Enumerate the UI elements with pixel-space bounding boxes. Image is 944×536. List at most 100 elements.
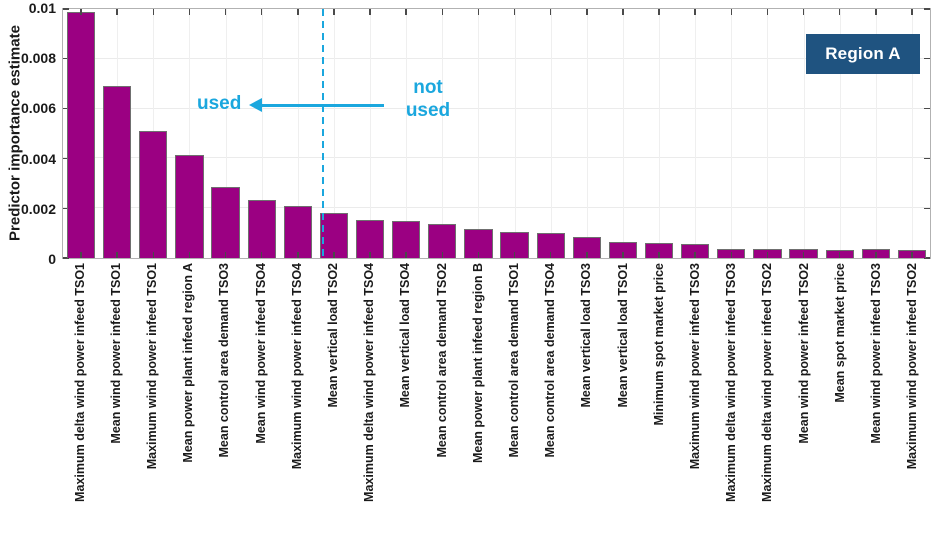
x-tick-label: Mean vertical load TSO4 — [398, 263, 413, 408]
axis-tick — [63, 157, 69, 160]
gridline-vertical — [659, 9, 661, 258]
gridline-vertical — [731, 9, 733, 258]
x-label-cell: Mean control area demand TSO4 — [533, 263, 569, 535]
x-axis-labels: Maximum delta wind power infeed TSO1 Mean… — [62, 263, 931, 535]
y-tick-label: 0.01 — [28, 0, 56, 16]
axis-tick — [80, 9, 82, 15]
axis-tick — [838, 9, 841, 15]
bar — [572, 236, 601, 258]
gridline-vertical — [406, 9, 408, 258]
axis-tick — [333, 252, 335, 258]
gridline-vertical — [586, 9, 588, 258]
x-label-cell: Maximum delta wind power infeed TSO4 — [352, 263, 388, 535]
x-label-cell: Mean wind power infeed TSO4 — [243, 263, 279, 535]
x-label-cell: Mean power plant infeed region B — [460, 263, 496, 535]
gridline-vertical — [442, 9, 444, 258]
x-tick-label: Maximum delta wind power infeed TSO3 — [724, 263, 739, 502]
x-tick-label: Mean wind power infeed TSO4 — [253, 263, 268, 444]
y-axis: 0 0.002 0.004 0.006 0.008 0.01 — [0, 0, 56, 267]
bar — [355, 220, 385, 258]
gridline-vertical — [767, 9, 769, 258]
bar-slot — [894, 9, 930, 258]
axis-tick — [924, 58, 930, 60]
gridline-vertical — [622, 9, 624, 258]
x-label-cell: Maximum wind power infeed TSO2 — [895, 263, 931, 535]
bar — [103, 86, 132, 258]
used-arrow-line — [261, 104, 384, 107]
x-tick-label: Mean wind power infeed TSO2 — [796, 263, 811, 444]
x-label-cell: Mean vertical load TSO2 — [315, 263, 351, 535]
axis-tick — [911, 252, 913, 258]
x-label-cell: Mean wind power infeed TSO2 — [786, 263, 822, 535]
x-tick-label: Mean control area demand TSO2 — [434, 263, 449, 458]
gridline-vertical — [875, 9, 877, 258]
x-tick-label: Mean power plant infeed region B — [470, 263, 485, 464]
x-tick-label: Mean vertical load TSO1 — [615, 263, 630, 408]
x-label-cell: Mean power plant infeed region A — [171, 263, 207, 535]
bar-slot — [460, 9, 496, 258]
axis-tick — [730, 9, 732, 15]
x-tick-label: Mean wind power infeed TSO3 — [869, 263, 884, 444]
x-tick-label: Maximum delta wind power infeed TSO2 — [760, 263, 775, 502]
axis-tick — [924, 157, 930, 160]
x-tick-label: Mean control area demand TSO3 — [217, 263, 232, 458]
x-tick-label: Maximum wind power infeed TSO1 — [145, 263, 159, 470]
x-tick-label: Mean power plant infeed region A — [181, 263, 196, 463]
x-tick-label: Maximum delta wind power infeed TSO1 — [72, 263, 87, 502]
bar — [175, 154, 204, 258]
y-tick-label: 0 — [48, 251, 56, 267]
axis-tick — [441, 9, 443, 15]
bar — [536, 232, 565, 258]
axis-tick — [116, 9, 118, 15]
gridline-vertical — [911, 9, 913, 258]
axis-tick — [405, 9, 407, 15]
x-label-cell: Mean control area demand TSO2 — [424, 263, 460, 535]
gridline-vertical — [333, 9, 335, 258]
x-label-cell: Mean control area demand TSO3 — [207, 263, 243, 535]
axis-tick — [297, 9, 299, 15]
x-label-cell: Maximum wind power infeed TSO3 — [677, 263, 713, 535]
axis-tick — [63, 257, 69, 259]
bar-slot — [388, 9, 424, 258]
bar-slot — [99, 9, 135, 258]
left-arrowhead-icon — [249, 98, 262, 112]
bar-slot — [677, 9, 713, 258]
gridline-horizontal — [63, 57, 930, 59]
bar — [681, 244, 710, 258]
bar — [66, 11, 96, 258]
x-label-cell: Maximum wind power infeed TSO4 — [279, 263, 315, 535]
gridline-vertical — [261, 9, 263, 258]
bar — [139, 131, 168, 258]
axis-tick — [405, 252, 407, 258]
axis-tick — [369, 252, 371, 258]
axis-tick — [224, 252, 227, 258]
axis-tick — [63, 58, 69, 60]
gridline-vertical — [478, 9, 480, 258]
axis-tick — [838, 252, 841, 258]
bar-slot — [786, 9, 822, 258]
bar-slot — [605, 9, 641, 258]
axis-tick — [513, 252, 516, 258]
axis-tick — [369, 9, 371, 15]
axis-tick — [924, 107, 930, 110]
x-tick-label: Mean wind power infeed TSO1 — [108, 263, 123, 444]
bar-slot — [858, 9, 894, 258]
used-label: used — [197, 93, 242, 114]
x-tick-label: Maximum delta wind power infeed TSO4 — [362, 263, 377, 502]
axis-tick — [260, 9, 263, 15]
x-label-cell: Mean vertical load TSO1 — [605, 263, 641, 535]
axis-tick — [766, 252, 769, 258]
bar — [319, 213, 349, 258]
axis-tick — [549, 9, 552, 15]
axis-tick — [658, 9, 660, 15]
gridline-vertical — [189, 9, 191, 258]
x-tick-label: Maximum wind power infeed TSO4 — [289, 263, 304, 470]
gridline-vertical — [225, 9, 227, 258]
bar-slot — [641, 9, 677, 258]
gridline-vertical — [514, 9, 516, 258]
axis-tick — [260, 252, 263, 258]
not-used-label: not used — [405, 77, 451, 121]
bar — [608, 241, 638, 258]
bar-slot — [171, 9, 207, 258]
axis-tick — [477, 9, 480, 15]
